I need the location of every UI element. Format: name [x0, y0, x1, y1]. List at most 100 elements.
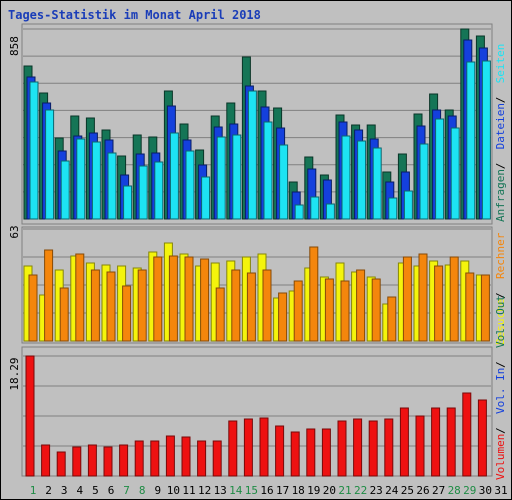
legend-separator: /: [494, 361, 507, 368]
bar-seiten-day-28: [450, 127, 460, 220]
bar-rechner-day-21: [340, 280, 350, 342]
x-tick-label: 8: [139, 484, 146, 497]
bar-volumen-day-30: [477, 399, 487, 477]
x-tick-label: 21: [338, 484, 351, 497]
bar-rechner-day-12: [200, 258, 210, 342]
bar-volumen-day-12: [197, 440, 207, 477]
legend: Anfragen / Dateien / Seiten Besuche / Rec…: [494, 44, 507, 480]
x-tick-label: 3: [61, 484, 68, 497]
ymax-label-volume: 18.29: [8, 357, 21, 390]
bar-volumen-day-1: [25, 355, 35, 477]
bar-seiten-day-1: [29, 81, 39, 220]
bar-rechner-day-10: [168, 255, 178, 342]
x-tick-label: 28: [448, 484, 461, 497]
bar-seiten-day-16: [263, 121, 273, 220]
bar-seiten-day-10: [169, 132, 179, 220]
bar-rechner-day-28: [449, 256, 459, 342]
bar-seiten-day-6: [107, 152, 117, 220]
x-tick-label: 13: [214, 484, 227, 497]
bar-seiten-day-12: [201, 176, 211, 220]
bar-volumen-day-8: [134, 440, 144, 477]
bar-volumen-day-14: [228, 420, 238, 477]
bar-rechner-day-20: [324, 278, 334, 342]
bar-rechner-day-17: [278, 292, 288, 342]
x-tick-label: 4: [76, 484, 83, 497]
bar-rechner-day-30: [480, 274, 490, 342]
x-tick-label: 27: [432, 484, 445, 497]
bar-rechner-day-1: [28, 274, 38, 342]
bar-volumen-day-2: [41, 444, 51, 477]
bar-volumen-day-15: [243, 418, 253, 477]
x-tick-label: 22: [354, 484, 367, 497]
x-tick-label: 25: [401, 484, 414, 497]
ymax-label-visits: 63: [8, 225, 21, 238]
bar-volumen-day-10: [165, 435, 175, 477]
bar-volumen-day-5: [87, 444, 97, 477]
bar-rechner-day-24: [387, 296, 397, 342]
bar-seiten-day-30: [481, 60, 491, 220]
bar-volumen-day-3: [56, 451, 66, 477]
legend-group: Volumen / Vol. In / Vol. Out: [494, 295, 507, 480]
x-tick-label: 24: [385, 484, 399, 497]
bar-seiten-day-4: [76, 138, 86, 220]
bar-rechner-day-18: [293, 280, 303, 342]
bar-volumen-day-9: [150, 440, 160, 477]
x-axis-ticks: 1 2 3 4 5 6 7 8 9 10 11 12 13 14 15 16 17 18 19 20 21 22 23 24 2…: [30, 484, 508, 497]
bar-volumen-day-4: [72, 446, 82, 477]
legend-item-dateien: Dateien: [494, 103, 507, 149]
bar-rechner-day-25: [402, 256, 412, 342]
bar-volumen-day-27: [431, 407, 441, 477]
bar-rechner-day-27: [434, 265, 444, 342]
bar-seiten-day-15: [247, 90, 257, 220]
bar-seiten-day-27: [435, 118, 445, 220]
bar-rechner-day-9: [153, 256, 163, 342]
bar-volumen-day-23: [368, 420, 378, 477]
bar-seiten-day-24: [388, 197, 398, 220]
bar-seiten-day-18: [294, 204, 304, 220]
bar-rechner-day-13: [215, 287, 225, 342]
bar-volumen-day-24: [384, 418, 394, 477]
bar-rechner-day-8: [137, 269, 147, 342]
x-tick-label: 19: [307, 484, 320, 497]
ymax-label-hits: 858: [8, 36, 21, 56]
bar-volumen-day-7: [119, 444, 129, 477]
bar-volumen-day-28: [446, 407, 456, 477]
panel-volume: [21, 346, 493, 477]
bar-seiten-day-21: [341, 135, 351, 220]
x-tick-label: 11: [182, 484, 195, 497]
x-tick-label: 20: [323, 484, 336, 497]
bars-layer: [23, 28, 491, 477]
x-tick-label: 26: [416, 484, 429, 497]
legend-item-rechner: Rechner: [494, 232, 507, 279]
x-tick-label: 14: [229, 484, 243, 497]
bar-rechner-day-29: [465, 272, 475, 342]
bar-seiten-day-29: [466, 61, 476, 220]
bar-seiten-day-8: [138, 165, 148, 220]
bar-volumen-day-13: [212, 440, 222, 477]
bar-volumen-day-19: [306, 428, 316, 477]
bar-seiten-day-22: [357, 140, 367, 220]
bar-volumen-day-22: [353, 418, 363, 477]
bar-rechner-day-3: [59, 287, 69, 342]
legend-separator: /: [494, 97, 507, 104]
legend-separator: /: [494, 427, 507, 434]
legend-group: Besuche / Rechner: [494, 232, 507, 345]
x-tick-label: 29: [463, 484, 476, 497]
bar-seiten-day-17: [279, 144, 289, 220]
bar-rechner-day-11: [184, 256, 194, 342]
bar-volumen-day-26: [415, 415, 425, 477]
bar-seiten-day-7: [123, 185, 133, 220]
x-tick-label: 18: [292, 484, 305, 497]
x-tick-label: 12: [198, 484, 211, 497]
bar-seiten-day-19: [310, 196, 320, 220]
bar-rechner-day-19: [309, 246, 319, 342]
bar-seiten-day-20: [325, 203, 335, 220]
bar-seiten-day-13: [216, 136, 226, 220]
legend-item-anfragen: Anfragen: [494, 169, 507, 222]
grid-layer: [23, 28, 491, 447]
legend-item-besuche: Besuche: [494, 299, 507, 345]
bar-seiten-day-9: [154, 161, 164, 220]
bar-volumen-day-29: [462, 392, 472, 477]
